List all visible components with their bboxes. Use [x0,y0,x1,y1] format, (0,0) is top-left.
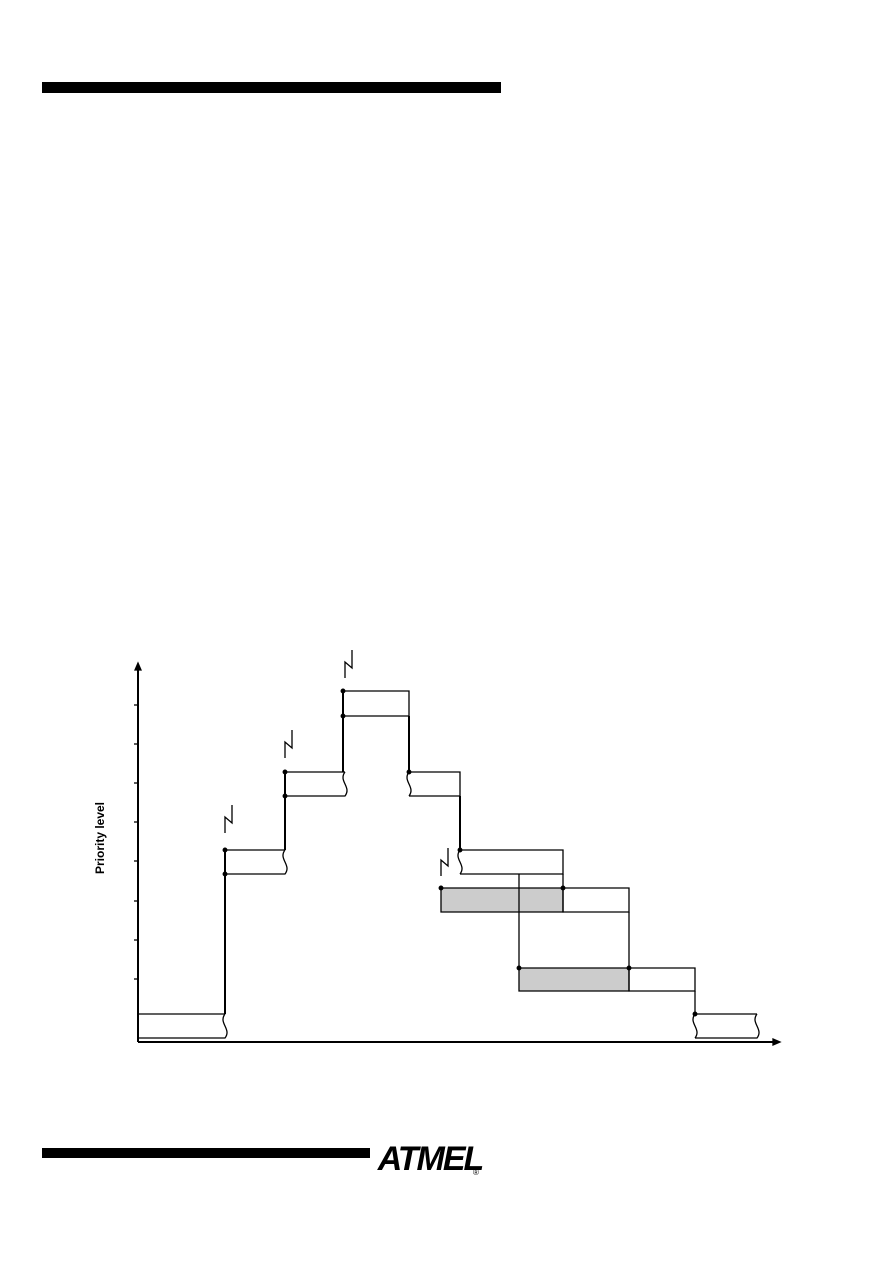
transition-dot [222,871,228,877]
shaded-box [519,968,629,991]
transition-dot [282,769,288,775]
interrupt-bolt [284,730,293,758]
y-axis-label: Priority level [93,802,107,874]
task-box [342,690,410,717]
interrupt-bolt [344,650,353,678]
transition-dot [457,847,463,853]
transition-dot [340,713,346,719]
transition-dot [282,793,288,799]
task-box [224,849,288,875]
footer-bar [42,1148,370,1158]
task-box [137,1013,228,1039]
shaded-box [441,888,563,912]
transition-dot [340,688,346,694]
header-bar [42,82,501,93]
task-box [284,771,348,797]
logo-text: ATMEL [377,1140,483,1178]
priority-diagram [134,650,782,1046]
task-box [457,849,564,875]
transition-dot [222,847,228,853]
transition-dot [626,965,632,971]
transition-dot [516,965,522,971]
logo-registered: ® [473,1168,479,1177]
transition-dot [560,885,566,891]
transition-dot [406,769,412,775]
x-arrow [772,1038,782,1046]
task-box [406,771,461,797]
task-box [562,887,630,913]
interrupt-bolt [440,848,449,876]
logo: ATMEL ® [377,1140,485,1178]
transition-dot [692,1011,698,1017]
interrupt-bolt [224,805,233,833]
y-arrow [134,661,142,671]
transition-dot [438,885,444,891]
task-box [692,1013,760,1039]
task-box [628,967,696,992]
